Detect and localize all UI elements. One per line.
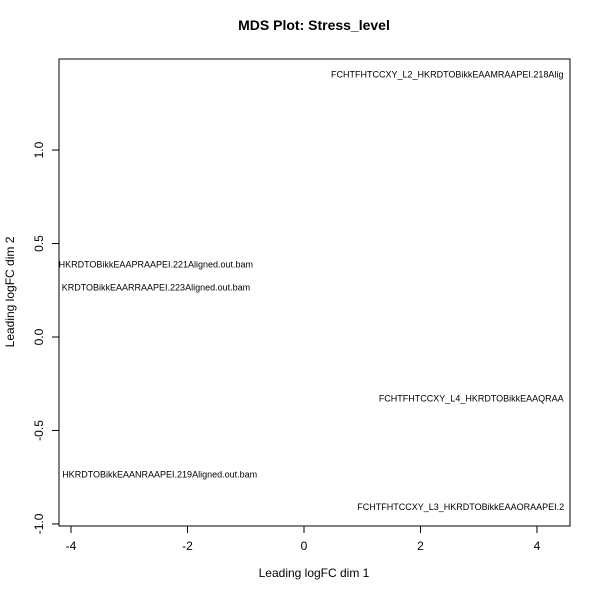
point-label: HKRDTOBikkEAAPRAAPEI.221Aligned.out.bam (59, 259, 253, 269)
x-tick-label: 0 (301, 539, 308, 553)
x-tick-label: 4 (534, 539, 541, 553)
x-tick-label: -4 (66, 539, 77, 553)
points: FCHTFHTCCXY_L2_HKRDTOBikkEAAMRAAPEI.218A… (59, 70, 564, 513)
y-axis-label: Leading logFC dim 2 (3, 236, 17, 347)
y-tick-label: 0.5 (32, 235, 46, 252)
y-tick-label: 0.0 (32, 328, 46, 345)
chart-title: MDS Plot: Stress_level (238, 17, 390, 33)
point-label: KRDTOBikkEAARRAAPEI.223Aligned.out.bam (62, 282, 250, 292)
plot-frame (58, 58, 571, 527)
y-tick-label: -0.5 (32, 420, 46, 441)
x-tick-label: 2 (417, 539, 424, 553)
point-label: HKRDTOBikkEAANRAAPEI.219Aligned.out.bam (62, 469, 257, 479)
y-tick-label: 1.0 (32, 141, 46, 158)
point-label: FCHTFHTCCXY_L3_HKRDTOBikkEAAORAAPEI.2 (357, 502, 564, 512)
point-label: FCHTFHTCCXY_L4_HKRDTOBikkEAAQRAA (379, 393, 564, 403)
x-axis-label: Leading logFC dim 1 (259, 566, 370, 580)
x-tick-label: -2 (182, 539, 193, 553)
point-label: FCHTFHTCCXY_L2_HKRDTOBikkEAAMRAAPEI.218A… (331, 70, 563, 80)
y-tick-label: -1.0 (32, 513, 46, 534)
